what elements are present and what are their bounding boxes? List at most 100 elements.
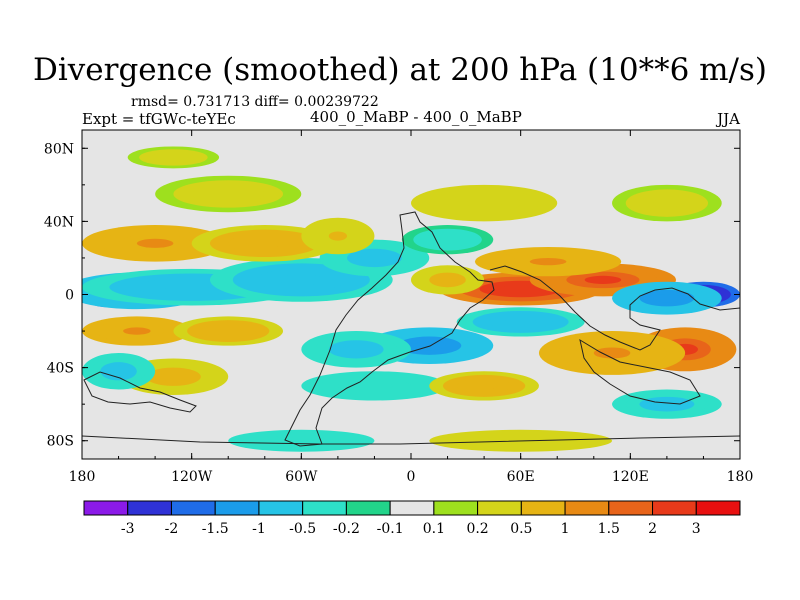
- colorbar-label: 3: [692, 521, 701, 537]
- colorbar-label: 2: [648, 521, 657, 537]
- colorbar-swatch: [170, 500, 216, 516]
- colorbar-label: -3: [121, 521, 135, 537]
- field-contour: [438, 276, 457, 284]
- colorbar-label: 1.5: [598, 521, 620, 537]
- y-tick-label: 40S: [47, 361, 74, 377]
- coastline: [82, 211, 740, 447]
- colorbar-swatch: [214, 500, 260, 516]
- colorbar-label: -0.1: [377, 521, 404, 537]
- field-blob: [118, 358, 229, 396]
- field-contour: [504, 318, 537, 326]
- field-blob: [612, 281, 722, 315]
- field-blob: [456, 307, 585, 337]
- field-blob: [228, 429, 375, 452]
- divergence-field: [82, 130, 740, 459]
- colorbar-label: 1: [561, 521, 570, 537]
- field-blob: [429, 371, 539, 401]
- field-blob: [82, 225, 229, 262]
- experiment-label: Expt = tfGWc-teYEc: [82, 110, 236, 128]
- colorbar: -3 -2 -1.5 -1 -0.5 -0.2 -0.1 0.1 0.2 0.5 1 1.5 2 3: [83, 500, 741, 537]
- field-contour: [653, 294, 681, 303]
- colorbar-label: 0.5: [510, 521, 532, 537]
- field-contour: [161, 154, 185, 161]
- colorbar-swatch: [258, 500, 304, 516]
- field-blob: [173, 316, 284, 346]
- x-tick-label: 60E: [507, 469, 535, 485]
- field-blob: [191, 225, 338, 262]
- colorbar-label: 0.2: [466, 521, 488, 537]
- x-axis: 180 120W 60W 0 60E 120E 180: [69, 130, 754, 485]
- field-blob: [155, 175, 302, 213]
- colorbar-swatch: [389, 500, 435, 516]
- colorbar-swatch: [564, 500, 610, 516]
- colorbar-swatch: [695, 500, 741, 516]
- field-contour: [214, 327, 242, 335]
- field-blob: [401, 225, 494, 255]
- field-contour: [159, 372, 188, 382]
- x-tick-label: 60W: [285, 469, 318, 485]
- colorbar-swatch: [433, 500, 479, 516]
- field-contour: [164, 282, 220, 292]
- y-tick-label: 80N: [44, 141, 74, 157]
- y-tick-label: 40N: [44, 214, 74, 230]
- field-blob: [82, 316, 192, 346]
- colorbar-swatch: [127, 500, 172, 516]
- colorbar-label: -2: [165, 521, 179, 537]
- colorbar-label: 0.1: [423, 521, 445, 537]
- field-contour: [136, 238, 174, 248]
- field-blob: [301, 371, 448, 401]
- field-contour: [356, 382, 393, 390]
- coastline-australia: [579, 338, 701, 405]
- field-contour: [360, 253, 389, 263]
- coastline-antarctica: [82, 435, 740, 445]
- field-blob: [612, 184, 722, 222]
- coastline-americas: [284, 211, 495, 447]
- chart-title: Divergence (smoothed) at 200 hPa (10**6 …: [33, 52, 767, 88]
- field-contour: [584, 275, 622, 284]
- season-label: JJA: [717, 110, 740, 128]
- field-blob: [411, 265, 485, 295]
- field-contour: [413, 341, 446, 351]
- coastline-greenland: [83, 371, 197, 413]
- field-blob: [538, 331, 686, 375]
- field-blob: [127, 146, 220, 169]
- colorbar-swatch: [608, 500, 654, 516]
- stats-label: rmsd= 0.731713 diff= 0.00239722: [131, 94, 379, 110]
- colorbar-label: -1: [252, 521, 266, 537]
- x-tick-label: 180: [69, 469, 96, 485]
- coastline-africa: [489, 265, 740, 351]
- colorbar-swatch: [345, 500, 391, 516]
- x-tick-label: 120E: [612, 469, 649, 485]
- field-contour: [278, 274, 325, 286]
- field-blob: [612, 389, 722, 419]
- field-contour: [500, 284, 542, 294]
- field-contour: [328, 231, 348, 241]
- x-tick-label: 180: [727, 469, 754, 485]
- y-axis: 80N 40N 0 40S 80S: [44, 141, 740, 450]
- x-tick-label: 120W: [171, 469, 213, 485]
- field-contour: [465, 198, 503, 208]
- colorbar-swatch: [302, 500, 347, 516]
- colorbar-swatch: [83, 500, 129, 516]
- colorbar-label: -0.5: [289, 521, 316, 537]
- field-contour: [123, 327, 151, 335]
- field-contour: [470, 382, 498, 390]
- field-contour: [653, 198, 681, 208]
- field-blob: [474, 246, 622, 277]
- field-contour: [283, 437, 320, 444]
- field-blob: [301, 331, 411, 368]
- x-tick-label: 0: [407, 469, 416, 485]
- field-blob: [82, 352, 156, 390]
- field-contour: [436, 236, 459, 244]
- field-contour: [342, 344, 370, 354]
- field-contour: [529, 257, 567, 266]
- subtitle-label: 400_0_MaBP - 400_0_MaBP: [310, 108, 522, 126]
- field-contour: [593, 347, 631, 359]
- colorbar-swatch: [520, 500, 566, 516]
- y-tick-label: 0: [65, 288, 74, 304]
- field-blob: [301, 217, 375, 255]
- field-contour: [246, 238, 284, 248]
- colorbar-label: -1.5: [202, 521, 229, 537]
- colorbar-swatch: [652, 500, 697, 516]
